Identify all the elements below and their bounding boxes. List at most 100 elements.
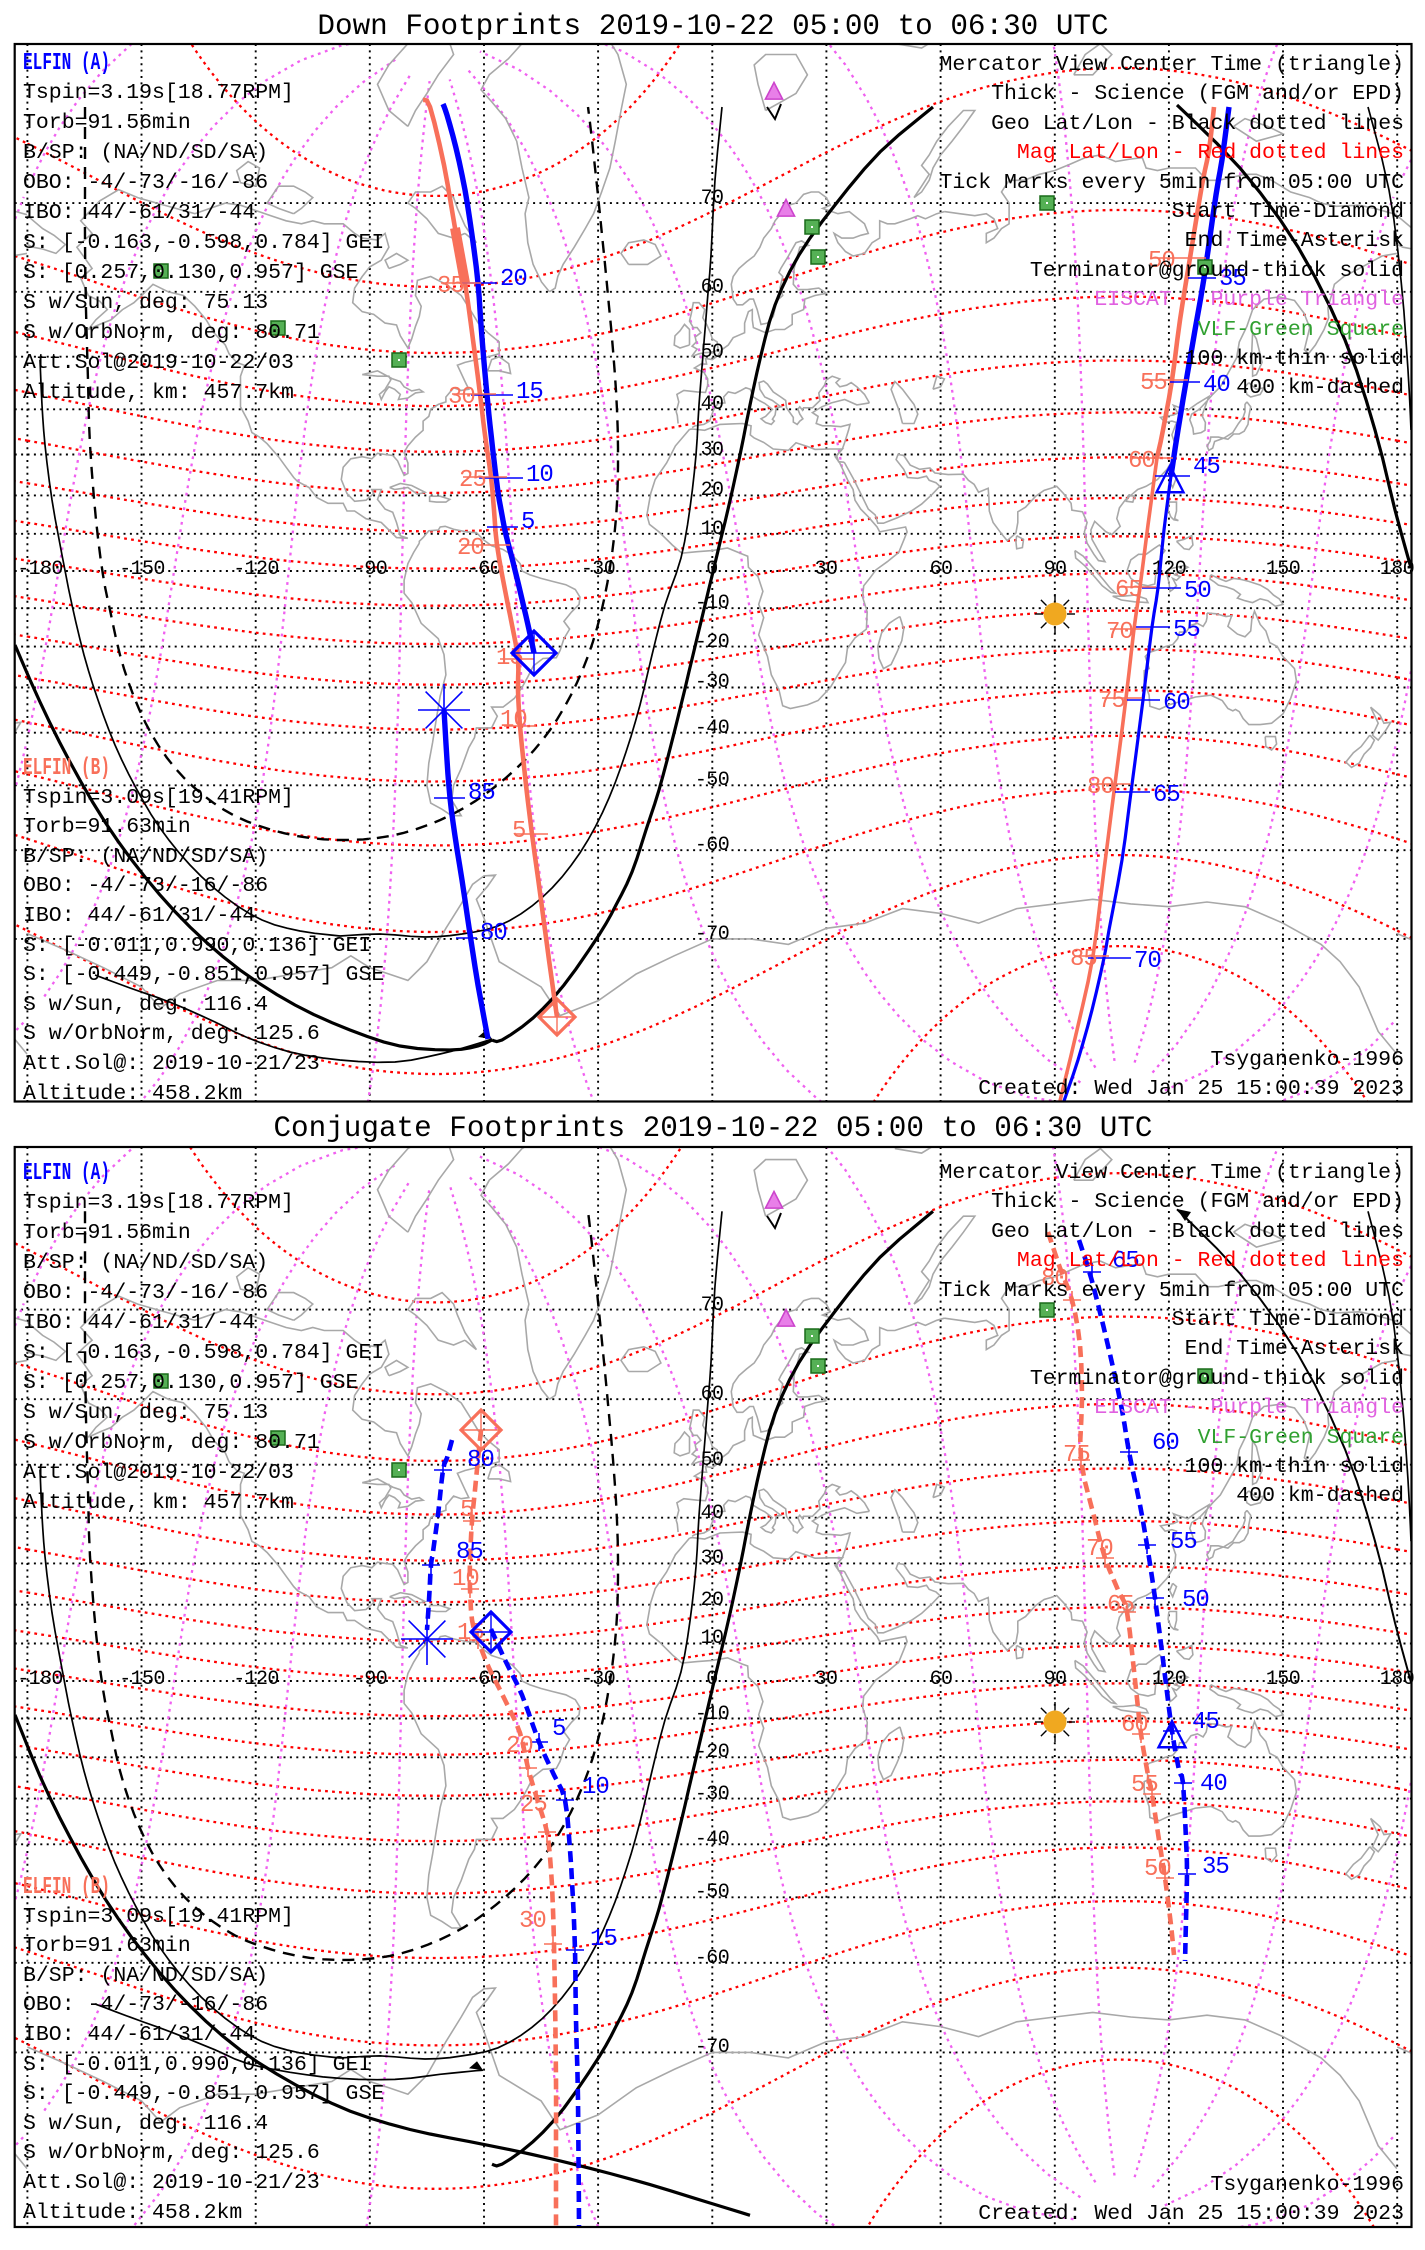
svg-text:-180: -180 (17, 558, 63, 581)
svg-text:Start Time-Diamond: Start Time-Diamond (1172, 200, 1404, 224)
svg-text:-150: -150 (119, 558, 165, 581)
svg-text:Att.Sol@2019-10-22/03: Att.Sol@2019-10-22/03 (23, 351, 294, 375)
svg-text:-120: -120 (233, 1668, 279, 1691)
svg-text:Mercator View Center Time (tri: Mercator View Center Time (triangle) (940, 1161, 1404, 1185)
svg-text:Down Footprints 2019-10-22 05:: Down Footprints 2019-10-22 05:00 to 06:3… (317, 10, 1108, 43)
svg-text:35: 35 (1202, 1854, 1229, 1881)
svg-text:60: 60 (930, 1668, 953, 1691)
svg-text:Mag Lat/Lon - Red dotted lines: Mag Lat/Lon - Red dotted lines (1017, 1249, 1404, 1273)
svg-text:100 km-thin solid: 100 km-thin solid (1185, 1455, 1404, 1479)
svg-text:55: 55 (1140, 370, 1167, 397)
svg-text:B/SP: (NA/ND/SD/SA): B/SP: (NA/ND/SD/SA) (23, 141, 268, 165)
svg-text:Mag Lat/Lon - Red dotted lines: Mag Lat/Lon - Red dotted lines (1017, 141, 1404, 165)
svg-text:100 km-thin solid: 100 km-thin solid (1185, 347, 1404, 371)
svg-text:75: 75 (1098, 688, 1125, 715)
svg-text:-30: -30 (581, 1668, 615, 1691)
svg-text:150: 150 (1266, 558, 1300, 581)
svg-text:20: 20 (500, 266, 527, 293)
svg-text:35: 35 (437, 273, 464, 300)
svg-text:Tsyganenko-1996: Tsyganenko-1996 (1210, 1048, 1404, 1072)
svg-text:30: 30 (701, 1547, 724, 1570)
svg-text:-90: -90 (353, 1668, 387, 1691)
svg-text:80: 80 (1041, 1266, 1068, 1293)
svg-text:S: [0.257,0.130,0.957] GSE: S: [0.257,0.130,0.957] GSE (23, 261, 358, 285)
svg-text:25: 25 (459, 467, 486, 494)
svg-text:25: 25 (520, 1792, 547, 1819)
svg-text:50: 50 (1144, 1856, 1171, 1883)
svg-text:5: 5 (521, 509, 534, 536)
svg-text:B/SP: (NA/ND/SD/SA): B/SP: (NA/ND/SD/SA) (23, 1964, 268, 1988)
svg-text:Thick - Science (FGM and/or EP: Thick - Science (FGM and/or EPD) (991, 82, 1404, 106)
svg-text:Tspin=3.19s[18.77RPM]: Tspin=3.19s[18.77RPM] (23, 1191, 294, 1215)
svg-text:Tspin=3.19s[18.77RPM]: Tspin=3.19s[18.77RPM] (23, 81, 294, 105)
svg-text:-150: -150 (119, 1668, 165, 1691)
svg-text:-20: -20 (695, 1741, 729, 1764)
svg-text:80: 80 (480, 920, 507, 947)
svg-text:40: 40 (701, 393, 724, 416)
svg-text:5: 5 (552, 1716, 565, 1743)
svg-text:Torb=91.63min: Torb=91.63min (23, 1934, 191, 1958)
svg-text:60: 60 (1163, 690, 1190, 717)
svg-text:10: 10 (701, 1627, 724, 1650)
svg-text:Geo Lat/Lon - Black dotted lin: Geo Lat/Lon - Black dotted lines (991, 1220, 1404, 1244)
svg-text:IBO: 44/-61/31/-44: IBO: 44/-61/31/-44 (23, 1311, 255, 1335)
svg-text:60: 60 (1152, 1430, 1179, 1457)
svg-text:45: 45 (1193, 454, 1220, 481)
svg-text:-20: -20 (695, 631, 729, 654)
svg-text:80: 80 (1087, 774, 1114, 801)
svg-text:Thick - Science (FGM and/or EP: Thick - Science (FGM and/or EPD) (991, 1190, 1404, 1214)
svg-text:60: 60 (930, 558, 953, 581)
svg-text:-120: -120 (233, 558, 279, 581)
svg-text:IBO: 44/-61/31/-44: IBO: 44/-61/31/-44 (23, 2023, 255, 2047)
svg-text:S w/Sun, deg: 75.13: S w/Sun, deg: 75.13 (23, 1401, 268, 1425)
svg-text:35: 35 (1219, 266, 1246, 293)
svg-text:70: 70 (701, 1294, 724, 1317)
svg-text:50: 50 (701, 341, 724, 364)
svg-text:-30: -30 (695, 671, 729, 694)
svg-text:5: 5 (460, 1497, 473, 1524)
svg-text:S w/Sun, deg: 116.4: S w/Sun, deg: 116.4 (23, 2112, 268, 2136)
svg-text:30: 30 (815, 558, 838, 581)
svg-text:65: 65 (1107, 1592, 1134, 1619)
svg-text:-90: -90 (353, 558, 387, 581)
svg-text:20: 20 (457, 535, 484, 562)
svg-text:70: 70 (701, 187, 724, 210)
svg-text:75: 75 (1063, 1442, 1090, 1469)
svg-text:S w/Sun, deg: 75.13: S w/Sun, deg: 75.13 (23, 291, 268, 315)
svg-text:S: [-0.163,-0.598,0.784] GEI: S: [-0.163,-0.598,0.784] GEI (23, 231, 384, 255)
svg-text:20: 20 (701, 1589, 724, 1612)
svg-text:Att.Sol@: 2019-10-21/23: Att.Sol@: 2019-10-21/23 (23, 2171, 320, 2195)
svg-text:Created: Wed Jan 25 15:00:39 2: Created: Wed Jan 25 15:00:39 2023 (978, 1077, 1404, 1101)
svg-text:-30: -30 (695, 1783, 729, 1806)
svg-text:50: 50 (1148, 248, 1175, 275)
svg-text:Created: Wed Jan 25 15:00:39 2: Created: Wed Jan 25 15:00:39 2023 (978, 2202, 1404, 2226)
svg-text:Att.Sol@: 2019-10-21/23: Att.Sol@: 2019-10-21/23 (23, 1052, 320, 1076)
svg-text:OBO: -4/-73/-16/-86: OBO: -4/-73/-16/-86 (23, 1993, 268, 2017)
svg-text:-10: -10 (695, 592, 729, 615)
svg-text:10: 10 (582, 1774, 609, 1801)
svg-text:OBO: -4/-73/-16/-86: OBO: -4/-73/-16/-86 (23, 874, 268, 898)
svg-text:-10: -10 (695, 1703, 729, 1726)
svg-text:0: 0 (706, 1668, 717, 1691)
svg-text:Altitude: 458.2km: Altitude: 458.2km (23, 2201, 242, 2225)
svg-text:S: [-0.011,0.990,0.136] GEI: S: [-0.011,0.990,0.136] GEI (23, 934, 371, 958)
svg-text:Terminator@ground-thick solid: Terminator@ground-thick solid (1030, 1367, 1404, 1391)
svg-text:65: 65 (1112, 1248, 1139, 1275)
svg-text:Torb=91.63min: Torb=91.63min (23, 815, 191, 839)
svg-text:55: 55 (1173, 617, 1200, 644)
svg-text:S: [-0.449,-0.851,0.957] GSE: S: [-0.449,-0.851,0.957] GSE (23, 2082, 384, 2106)
svg-text:50: 50 (1184, 578, 1211, 605)
svg-text:70: 70 (1086, 1536, 1113, 1563)
svg-text:5: 5 (512, 818, 525, 845)
svg-text:55: 55 (1170, 1529, 1197, 1556)
svg-text:65: 65 (1115, 577, 1142, 604)
svg-text:85: 85 (468, 780, 495, 807)
svg-text:20: 20 (506, 1733, 533, 1760)
svg-text:ELFIN (B): ELFIN (B) (23, 755, 110, 782)
svg-text:S: [0.257,0.130,0.957] GSE: S: [0.257,0.130,0.957] GSE (23, 1371, 358, 1395)
svg-text:Mercator View Center Time (tri: Mercator View Center Time (triangle) (940, 53, 1404, 77)
svg-text:Tspin=3.09s[19.41RPM]: Tspin=3.09s[19.41RPM] (23, 786, 294, 810)
svg-text:Geo Lat/Lon - Black dotted lin: Geo Lat/Lon - Black dotted lines (991, 112, 1404, 136)
svg-text:15: 15 (516, 379, 543, 406)
svg-text:S w/OrbNorm, deg: 80.71: S w/OrbNorm, deg: 80.71 (23, 1431, 320, 1455)
